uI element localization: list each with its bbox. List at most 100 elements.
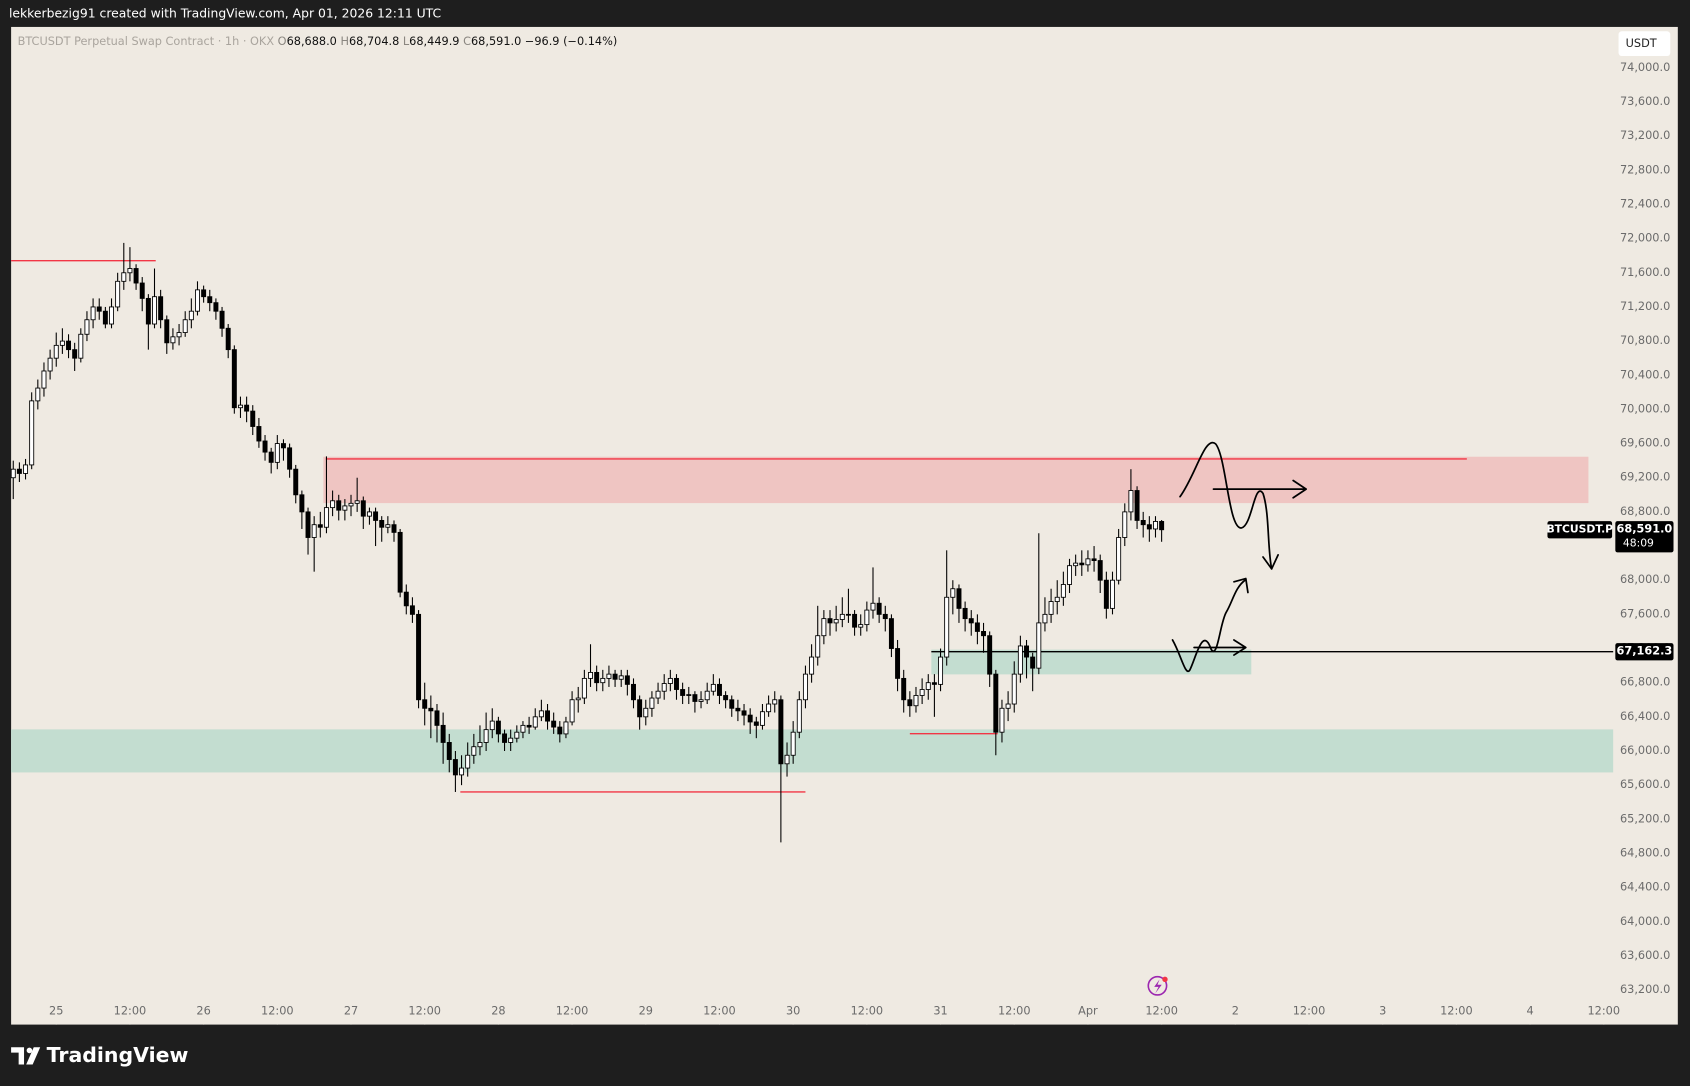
candle-body (268, 451, 274, 463)
candle-body (674, 677, 679, 690)
candle-body (446, 742, 452, 760)
candle-body (588, 671, 593, 679)
currency-label[interactable]: USDT (1626, 37, 1657, 50)
y-tick-label: 70,400.0 (1620, 368, 1670, 381)
candle-body (342, 505, 348, 511)
icon-bolt[interactable] (1154, 979, 1162, 994)
drawn-arrow (1212, 479, 1307, 499)
candle-body (575, 697, 581, 701)
candle-body (250, 410, 256, 427)
candle-body (551, 720, 557, 728)
arrow-head (1233, 577, 1249, 594)
candle-body (471, 746, 477, 756)
drawn-path (1179, 441, 1273, 570)
x-tick-label: 27 (344, 1005, 358, 1018)
candle-body (778, 699, 784, 765)
candle-body (145, 297, 151, 325)
candle-body (624, 675, 630, 685)
candle-body (716, 683, 722, 696)
y-tick-label: 63,600.0 (1620, 949, 1670, 962)
symbol-box (1547, 521, 1613, 539)
candle-body (1085, 558, 1091, 566)
candle-body (649, 697, 655, 709)
candle-body (631, 683, 636, 701)
candle-body (1146, 524, 1152, 530)
candle-body (723, 695, 729, 701)
candle-body (1079, 562, 1085, 566)
candle-body (532, 716, 538, 728)
x-tick-label: 29 (639, 1005, 653, 1018)
candle-body (1060, 584, 1066, 598)
candle-body (434, 710, 440, 726)
candle-body (1140, 519, 1146, 526)
candle-body (919, 689, 925, 696)
candle-body (428, 707, 434, 712)
y-tick-label: 72,000.0 (1620, 232, 1670, 245)
logo-shape (26, 1047, 33, 1054)
brand-logo (11, 1047, 41, 1065)
candle-body (710, 683, 716, 692)
x-tick-label: 4 (1526, 1005, 1533, 1018)
candle-body (514, 731, 520, 739)
icon-ring[interactable] (1147, 975, 1168, 996)
candle-body (784, 754, 790, 765)
candle-body (845, 613, 851, 616)
candle-body (109, 306, 114, 325)
candle-body (452, 759, 458, 776)
currency-button[interactable] (1618, 31, 1671, 57)
candle-body (618, 675, 624, 680)
ohlc-value: 68,591.0 (471, 35, 521, 48)
y-tick-label: 65,200.0 (1620, 812, 1670, 825)
y-tick-label: 72,800.0 (1620, 163, 1670, 176)
candle-body (839, 613, 845, 620)
symbol-label: BTCUSDT.P (1546, 523, 1613, 536)
candle-body (925, 682, 931, 690)
candle-body (262, 440, 268, 453)
y-tick-label: 66,400.0 (1620, 710, 1670, 723)
candle-body (152, 296, 157, 325)
candle-body (557, 726, 563, 735)
alert-icon[interactable] (1147, 975, 1168, 996)
candle-body (244, 404, 250, 412)
x-tick-label: 28 (491, 1005, 505, 1018)
candle-body (158, 296, 164, 321)
candle-body (913, 695, 919, 707)
candle-body (538, 710, 544, 718)
candle-body (698, 699, 704, 702)
candle-body (655, 690, 661, 699)
symbol: BTCUSDT Perpetual Swap Contract · 1h · O… (18, 35, 275, 48)
candle-body (968, 618, 974, 624)
icon-dot[interactable] (1162, 976, 1168, 983)
candle-body (164, 319, 170, 344)
brand-name: TradingView (47, 1043, 189, 1067)
ohlc-key: H (340, 35, 349, 48)
candle-body (907, 699, 913, 707)
y-tick-label: 71,600.0 (1620, 266, 1670, 279)
candle-body (133, 268, 139, 284)
candle-body (231, 349, 237, 409)
candle-body (459, 767, 465, 776)
candle-body (1030, 656, 1036, 669)
x-tick-label: 12:00 (998, 1005, 1031, 1018)
x-tick-label: 12:00 (1145, 1005, 1178, 1018)
zone (11, 729, 1614, 773)
candle-body (90, 306, 96, 321)
y-tick-label: 67,600.0 (1620, 607, 1670, 620)
candle-body (477, 742, 483, 748)
candle-body (323, 507, 329, 528)
candle-body (790, 731, 796, 756)
y-tick-label: 64,000.0 (1620, 915, 1670, 928)
candle-body (1122, 511, 1128, 538)
candle-body (53, 344, 59, 359)
candle-body (741, 710, 747, 716)
candle-body (594, 671, 600, 684)
candle-body (901, 677, 907, 701)
candle-body (213, 302, 219, 312)
zone (323, 456, 1589, 504)
ohlc-value: 68,704.8 (349, 35, 399, 48)
candle-body (1042, 613, 1048, 624)
candle-body (201, 289, 207, 298)
candle-body (440, 724, 446, 743)
level-label: 67,162.3 (1617, 645, 1673, 658)
